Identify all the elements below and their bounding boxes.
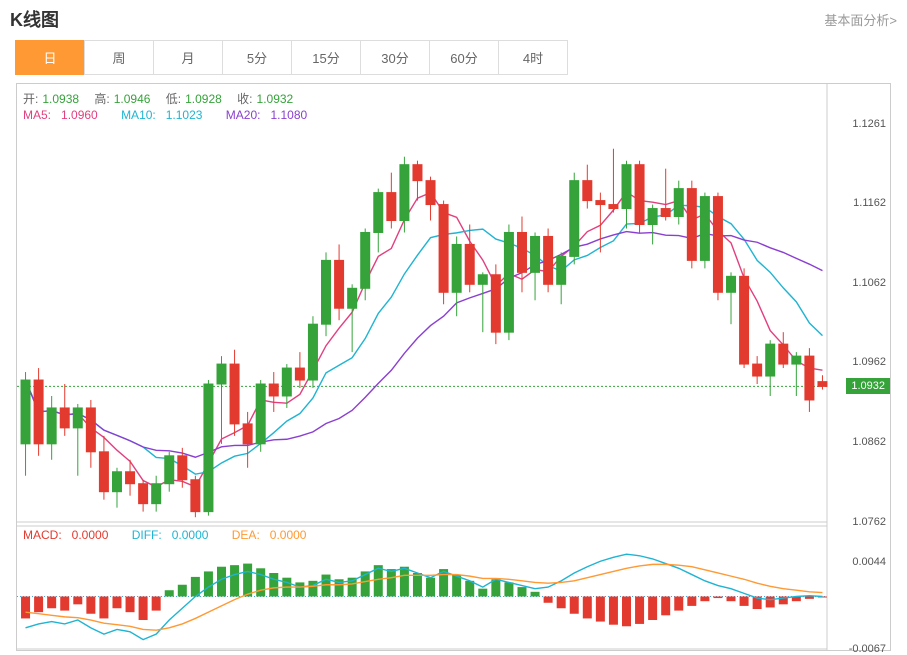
- tab-日[interactable]: 日: [15, 40, 85, 75]
- price-tick: 1.0762: [852, 516, 886, 528]
- header: K线图 基本面分析>: [0, 0, 907, 40]
- tab-5分[interactable]: 5分: [222, 40, 292, 75]
- price-tick: 1.1261: [852, 118, 886, 130]
- price-tick: 1.1062: [852, 277, 886, 289]
- price-tick: 1.1162: [853, 197, 886, 209]
- tab-30分[interactable]: 30分: [360, 40, 430, 75]
- timeframe-tabs: 日周月5分15分30分60分4时: [0, 40, 907, 75]
- macd-readout: MACD:0.0000 DIFF:0.0000 DEA:0.0000: [23, 528, 326, 542]
- chart-area[interactable]: 开:1.0938 高:1.0946 低:1.0928 收:1.0932 MA5:…: [16, 83, 891, 651]
- price-tick: 1.0962: [852, 356, 886, 368]
- macd-tick: 0.0044: [852, 556, 886, 568]
- current-price-badge: 1.0932: [846, 378, 890, 394]
- tab-周[interactable]: 周: [84, 40, 154, 75]
- price-tick: 1.0862: [852, 436, 886, 448]
- analysis-link[interactable]: 基本面分析>: [824, 10, 897, 29]
- tab-15分[interactable]: 15分: [291, 40, 361, 75]
- tab-月[interactable]: 月: [153, 40, 223, 75]
- macd-tick: -0.0067: [849, 643, 886, 655]
- chart-title: K线图: [10, 6, 59, 32]
- chart-canvas: [17, 84, 890, 650]
- tab-4时[interactable]: 4时: [498, 40, 568, 75]
- tab-60分[interactable]: 60分: [429, 40, 499, 75]
